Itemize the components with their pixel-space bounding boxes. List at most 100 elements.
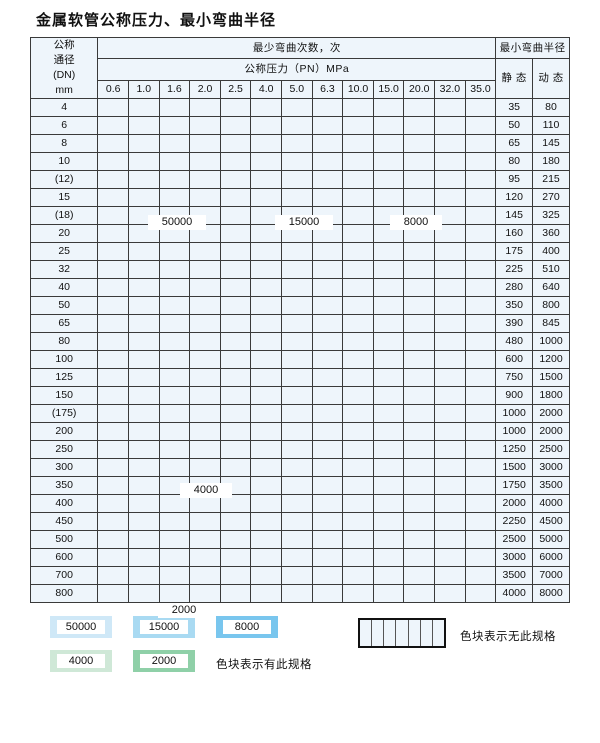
spec-cell-unavailable: [434, 368, 466, 387]
table-row: 450 2250 4500: [29, 512, 570, 531]
spec-cell-unavailable: [403, 350, 436, 369]
spec-cell-available: [219, 242, 252, 261]
spec-cell-available: [311, 260, 344, 279]
table-row: 10 80 180: [29, 152, 570, 171]
spec-cell-available: [127, 296, 160, 315]
spec-cell-available: [97, 188, 129, 207]
pressure-col-header: 6.3: [311, 80, 344, 99]
pressure-col-header: 5.0: [281, 80, 313, 99]
spec-cell-unavailable: [464, 152, 497, 171]
no-spec-cell: [421, 620, 433, 646]
spec-cell-unavailable: [403, 332, 436, 351]
spec-cell-available: [219, 152, 252, 171]
static-radius-cell: 4000: [495, 584, 534, 603]
spec-cell-unavailable: [464, 422, 497, 441]
spec-cell-available: [97, 368, 129, 387]
static-radius-cell: 600: [495, 350, 534, 369]
spec-cell-available: [189, 494, 221, 513]
spec-cell-available: [189, 116, 221, 135]
spec-cell-available: [219, 314, 252, 333]
spec-cell-unavailable: [281, 530, 313, 549]
spec-cell-unavailable: [372, 440, 405, 459]
spec-cell-unavailable: [342, 350, 374, 369]
static-radius-cell: 280: [495, 278, 534, 297]
spec-cell-unavailable: [464, 350, 497, 369]
spec-cell-unavailable: [311, 332, 344, 351]
spec-cell-available: [158, 296, 191, 315]
spec-cell-available: [189, 188, 221, 207]
spec-cell-available: [250, 386, 283, 405]
spec-cell-unavailable: [372, 566, 405, 585]
spec-cell-unavailable: [342, 548, 374, 567]
spec-cell-unavailable: [434, 242, 466, 261]
dn-value-cell: 500: [29, 530, 99, 549]
dynamic-radius-cell: 2000: [532, 404, 570, 423]
spec-cell-available: [189, 98, 221, 117]
spec-cell-unavailable: [372, 458, 405, 477]
dynamic-radius-cell: 1800: [532, 386, 570, 405]
pressure-header: 公称压力（PN）MPa: [97, 58, 497, 81]
spec-cell-unavailable: [342, 260, 374, 279]
spec-cell-unavailable: [342, 278, 374, 297]
static-radius-cell: 175: [495, 242, 534, 261]
static-radius-cell: 480: [495, 332, 534, 351]
spec-cell-unavailable: [311, 566, 344, 585]
spec-cell-available: [434, 98, 466, 117]
spec-cell-available: [311, 152, 344, 171]
dn-value-cell: 100: [29, 350, 99, 369]
spec-cell-available: [372, 242, 405, 261]
spec-cell-unavailable: [281, 332, 313, 351]
pressure-col-header: 15.0: [372, 80, 405, 99]
dynamic-radius-cell: 7000: [532, 566, 570, 585]
spec-cell-available: [158, 278, 191, 297]
spec-cell-available: [311, 278, 344, 297]
spec-cell-available: [250, 134, 283, 153]
spec-cell-available: [372, 170, 405, 189]
dynamic-radius-cell: 510: [532, 260, 570, 279]
spec-cell-available: [158, 152, 191, 171]
spec-cell-available: [127, 512, 160, 531]
spec-cell-available: [158, 530, 191, 549]
spec-cell-available: [189, 440, 221, 459]
spec-cell-available: [158, 332, 191, 351]
spec-cell-available: [342, 242, 374, 261]
static-radius-cell: 2500: [495, 530, 534, 549]
static-radius-cell: 1250: [495, 440, 534, 459]
spec-cell-available: [97, 512, 129, 531]
table-row: (175) 1000 2000: [29, 404, 570, 423]
static-radius-cell: 2000: [495, 494, 534, 513]
spec-cell-unavailable: [434, 332, 466, 351]
spec-cell-available: [158, 512, 191, 531]
spec-cell-available: [97, 548, 129, 567]
spec-cell-available: [97, 332, 129, 351]
dn-header-line-3: (DN): [53, 69, 76, 81]
table-row: (12) 95 215: [29, 170, 570, 189]
spec-cell-available: [127, 332, 160, 351]
dynamic-radius-cell: 270: [532, 188, 570, 207]
spec-cell-unavailable: [464, 512, 497, 531]
bend-count-value-label: 8000: [390, 215, 442, 230]
dynamic-radius-cell: 1500: [532, 368, 570, 387]
spec-cell-unavailable: [403, 422, 436, 441]
specification-table: 公称 通径 (DN) mm 最少弯曲次数，次 最小弯曲半径 公称压力（PN）MP…: [29, 37, 570, 603]
static-radius-cell: 1750: [495, 476, 534, 495]
no-spec-cell: [372, 620, 385, 646]
spec-cell-unavailable: [434, 296, 466, 315]
spec-cell-unavailable: [372, 512, 405, 531]
pressure-col-header: 4.0: [250, 80, 283, 99]
spec-cell-available: [189, 548, 221, 567]
dn-value-cell: 700: [29, 566, 99, 585]
spec-cell-unavailable: [464, 494, 497, 513]
spec-cell-unavailable: [372, 296, 405, 315]
table-row: 8 65 145: [29, 134, 570, 153]
dn-value-cell: 350: [29, 476, 99, 495]
dn-value-cell: 15: [29, 188, 99, 207]
pressure-col-header: 20.0: [403, 80, 436, 99]
bend-count-value-label: 2000: [158, 603, 210, 618]
legend: 50000 15000 8000 4000 2000 色块表示有此规格 色块表示无此规格: [0, 616, 600, 694]
spec-cell-available: [158, 386, 191, 405]
dn-value-cell: 6: [29, 116, 99, 135]
dn-value-cell: 600: [29, 548, 99, 567]
spec-cell-unavailable: [311, 476, 344, 495]
spec-cell-available: [311, 242, 344, 261]
